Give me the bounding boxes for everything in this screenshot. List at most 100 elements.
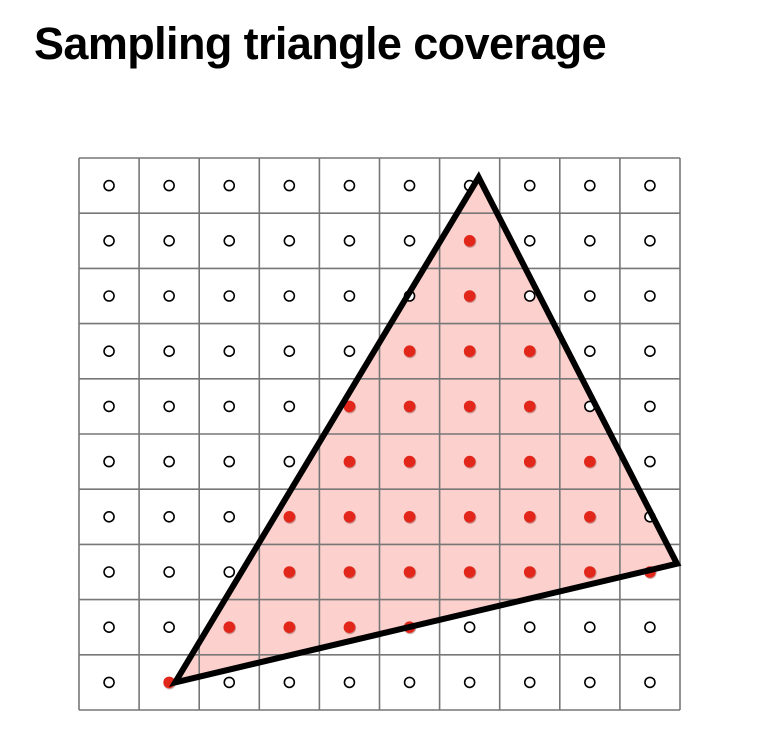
uncovered-sample-point: [163, 566, 175, 578]
uncovered-sample-point: [283, 290, 296, 302]
uncovered-sample-point: [283, 676, 296, 689]
covered-sample-point: [343, 511, 356, 523]
uncovered-sample-point: [584, 235, 596, 247]
uncovered-sample-point: [403, 179, 416, 192]
uncovered-sample-point: [163, 510, 175, 523]
uncovered-sample-point: [103, 179, 115, 192]
uncovered-sample-point: [343, 290, 356, 302]
covered-sample-point: [523, 455, 536, 468]
covered-sample-point: [523, 345, 536, 358]
uncovered-sample-point: [103, 455, 115, 468]
uncovered-sample-point: [163, 400, 175, 413]
uncovered-sample-point: [223, 566, 236, 578]
uncovered-sample-point: [343, 179, 356, 192]
covered-sample-point: [463, 511, 476, 523]
covered-sample-point: [463, 400, 476, 413]
uncovered-sample-point: [644, 345, 656, 358]
triangle-outline: [168, 171, 682, 687]
uncovered-sample-point: [163, 345, 175, 358]
covered-sample-point: [523, 566, 536, 578]
uncovered-sample-point: [103, 621, 115, 634]
uncovered-sample-point: [644, 400, 656, 413]
uncovered-sample-point: [223, 235, 236, 247]
uncovered-sample-point: [103, 676, 115, 689]
covered-sample-point: [403, 566, 416, 578]
uncovered-sample-point: [223, 510, 236, 523]
uncovered-sample-point: [584, 290, 596, 302]
uncovered-sample-point: [283, 455, 296, 468]
uncovered-sample-point: [163, 290, 175, 302]
uncovered-sample-point: [103, 290, 115, 302]
sample-grid: [78, 157, 681, 711]
uncovered-sample-point: [103, 400, 115, 413]
covered-sample-point: [403, 345, 416, 358]
covered-sample-point: [584, 511, 596, 523]
covered-sample-point: [523, 400, 536, 413]
uncovered-sample-point: [223, 345, 236, 358]
uncovered-sample-point: [223, 179, 236, 192]
covered-sample-point: [523, 511, 536, 523]
covered-sample-point: [584, 455, 596, 468]
uncovered-sample-point: [343, 345, 356, 358]
uncovered-sample-point: [283, 179, 296, 192]
uncovered-sample-point: [223, 290, 236, 302]
uncovered-sample-point: [644, 455, 656, 468]
triangle-edges: [168, 171, 682, 687]
covered-sample-point: [463, 566, 476, 578]
uncovered-sample-point: [644, 235, 656, 247]
uncovered-sample-point: [103, 345, 115, 358]
uncovered-sample-point: [163, 455, 175, 468]
uncovered-sample-point: [103, 510, 115, 523]
covered-sample-point: [343, 621, 356, 633]
uncovered-sample-point: [644, 676, 656, 689]
triangle-layer: [175, 177, 677, 683]
covered-sample-point: [584, 566, 596, 578]
uncovered-sample-point: [644, 290, 656, 302]
uncovered-sample-point: [584, 345, 596, 358]
uncovered-sample-point: [103, 235, 115, 247]
covered-sample-point: [463, 290, 476, 302]
uncovered-sample-point: [584, 621, 596, 634]
uncovered-sample-point: [163, 621, 175, 634]
uncovered-sample-point: [163, 179, 175, 192]
sample-points: [103, 179, 657, 690]
uncovered-sample-point: [463, 621, 476, 634]
uncovered-sample-point: [644, 621, 656, 634]
uncovered-sample-point: [523, 290, 536, 302]
uncovered-sample-point: [223, 676, 236, 689]
covered-sample-point: [283, 621, 296, 633]
covered-sample-point: [463, 235, 476, 247]
uncovered-sample-point: [163, 235, 175, 247]
covered-sample-point: [463, 345, 476, 358]
uncovered-sample-point: [283, 400, 296, 413]
covered-sample-point: [343, 400, 356, 413]
covered-sample-point: [403, 511, 416, 523]
uncovered-sample-point: [403, 235, 416, 247]
uncovered-sample-point: [223, 400, 236, 413]
uncovered-sample-point: [523, 179, 536, 192]
uncovered-sample-point: [463, 676, 476, 689]
covered-sample-point: [283, 511, 296, 523]
covered-sample-point: [283, 566, 296, 578]
uncovered-sample-point: [403, 676, 416, 689]
uncovered-sample-point: [584, 179, 596, 192]
triangle-fill: [175, 177, 677, 683]
uncovered-sample-point: [523, 621, 536, 634]
uncovered-sample-point: [523, 235, 536, 247]
covered-sample-point: [403, 455, 416, 468]
uncovered-sample-point: [343, 676, 356, 689]
covered-sample-point: [463, 455, 476, 468]
uncovered-sample-point: [584, 676, 596, 689]
covered-sample-point: [343, 455, 356, 468]
uncovered-sample-point: [523, 676, 536, 689]
uncovered-sample-point: [283, 345, 296, 358]
uncovered-sample-point: [283, 235, 296, 247]
covered-sample-point: [403, 400, 416, 413]
page-title: Sampling triangle coverage: [34, 18, 607, 69]
uncovered-sample-point: [223, 455, 236, 468]
covered-sample-point: [343, 566, 356, 578]
uncovered-sample-point: [103, 566, 115, 578]
covered-sample-point: [223, 621, 236, 633]
uncovered-sample-point: [644, 179, 656, 192]
